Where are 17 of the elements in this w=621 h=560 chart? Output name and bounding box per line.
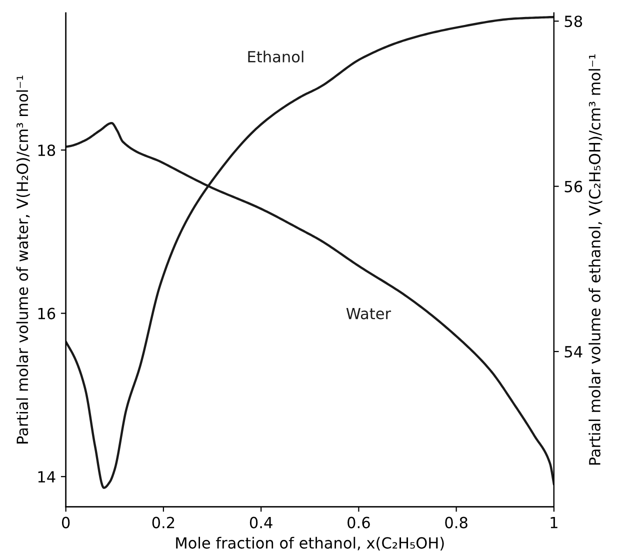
y2-axis-title: Partial molar volume of ethanol, V(C₂H₅OH)/cm³ mol⁻¹ <box>588 54 602 465</box>
y2-tick-label: 58 <box>564 16 582 28</box>
series-label: Ethanol <box>248 50 304 62</box>
y2-tick-label: 54 <box>564 346 582 358</box>
series-label: Water <box>346 308 392 320</box>
y-tick-label: 18 <box>38 144 56 156</box>
x-tick-label: 0.6 <box>348 516 370 528</box>
x-tick-label: 0 <box>62 516 70 528</box>
y-axis-title: Partial molar volume of water, V(H₂O)/cm³ mol⁻¹ <box>16 76 30 444</box>
x-axis-title: Mole fraction of ethanol, x(C₂H₅OH) <box>176 536 444 550</box>
x-tick-label: 0.2 <box>152 516 174 528</box>
x-tick-label: 0.4 <box>250 516 272 528</box>
y-tick-label: 14 <box>38 471 56 482</box>
y-tick-label: 16 <box>38 308 56 320</box>
x-tick-label: 0.8 <box>445 516 468 528</box>
y2-tick-label: 56 <box>564 180 582 192</box>
x-tick-label: 1 <box>550 516 558 528</box>
